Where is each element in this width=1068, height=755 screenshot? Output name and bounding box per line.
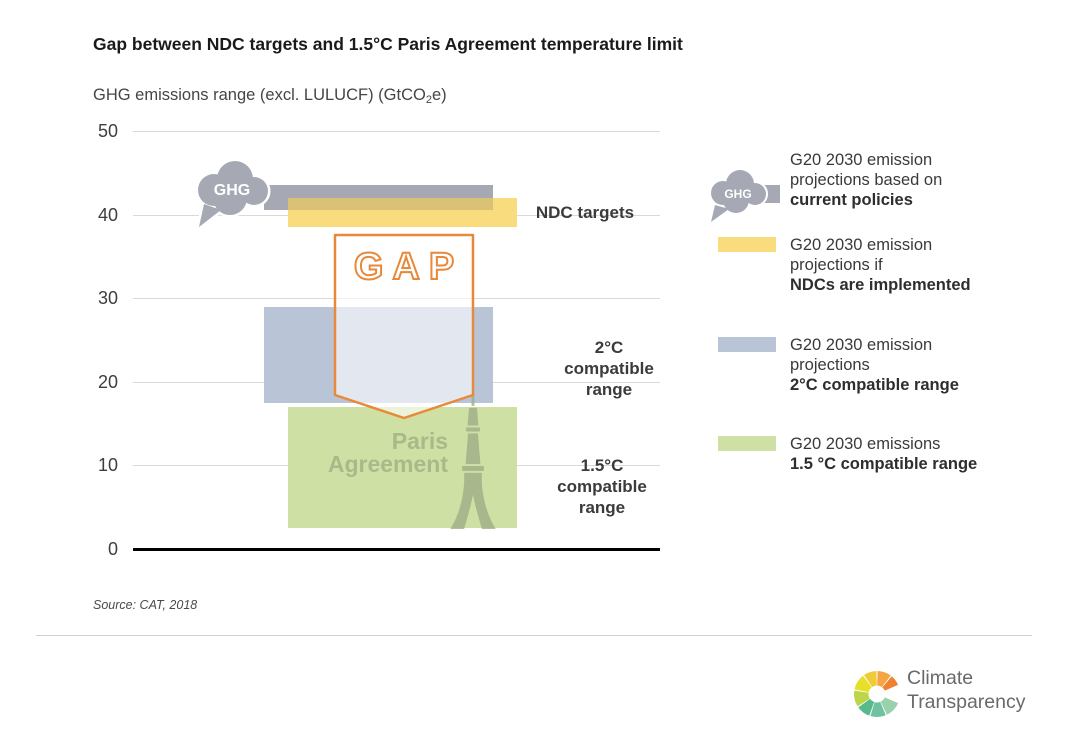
legend-item-current-policies: G20 2030 emission projections based on c…	[790, 150, 1040, 210]
label-ndc-targets: NDC targets	[535, 203, 635, 222]
y-tick-label-30: 30	[97, 288, 118, 309]
legend-line: G20 2030 emissions	[790, 435, 941, 453]
y-tick-label-0: 0	[107, 539, 118, 559]
footer-divider	[36, 635, 1032, 636]
subtitle-pre: GHG emissions range (excl. LULUCF) (GtCO	[93, 86, 426, 104]
y-axis-unit-label: GHG emissions range (excl. LULUCF) (GtCO…	[93, 86, 447, 106]
logo-wheel-segment	[877, 671, 891, 688]
legend-line: G20 2030 emission	[790, 151, 933, 169]
label-15deg-compatible-range: 1.5°C compatible range	[557, 456, 647, 517]
y-tick-label-50: 50	[97, 121, 118, 141]
legend-line: projections based on	[790, 171, 943, 189]
legend-line-bold: 2°C compatible range	[790, 376, 959, 394]
subtitle-post: e)	[431, 86, 447, 104]
paris-agreement-watermark: Paris Agreement	[308, 430, 448, 476]
legend-line: projections if	[790, 256, 883, 274]
logo-wheel-segment	[882, 676, 899, 691]
paris-line1: Paris	[391, 428, 448, 454]
y-tick-label-40: 40	[97, 204, 118, 225]
climate-transparency-logo-icon	[854, 671, 899, 717]
logo-wheel-segment	[858, 698, 875, 716]
logo-wheel-segment	[854, 675, 872, 693]
eiffel-tower-icon	[450, 393, 496, 530]
logo-line2: Transparency	[907, 691, 1026, 713]
ghg-cloud-label: GHG	[214, 182, 250, 199]
chart-plot-area: 50 40 30 20 10 0 GHG GAP	[97, 121, 660, 559]
chart-title: Gap between NDC targets and 1.5°C Paris …	[93, 34, 683, 54]
legend-swatch-ndc	[718, 237, 776, 252]
legend-line-bold: NDCs are implemented	[790, 276, 971, 294]
logo-wheel-segment	[880, 697, 899, 715]
gap-label: GAP	[353, 245, 464, 289]
legend-line-bold: current policies	[790, 191, 913, 209]
ghg-cloud-icon: GHG	[195, 158, 271, 232]
source-note: Source: CAT, 2018	[93, 598, 198, 612]
bar-overlap-policies-ndc	[288, 197, 493, 211]
legend-ghg-cloud-label: GHG	[724, 187, 751, 201]
legend-line: G20 2030 emission	[790, 236, 933, 254]
legend-swatch-2deg	[718, 337, 776, 352]
legend-ghg-cloud-icon: GHG	[708, 168, 780, 226]
gridline-50	[133, 131, 660, 132]
paris-line2: Agreement	[327, 451, 448, 477]
logo-wheel-segment	[863, 671, 877, 687]
y-tick-label-10: 10	[97, 455, 118, 476]
label-2deg-compatible-range: 2°C compatible range	[564, 338, 654, 399]
gap-banner-arrow	[333, 233, 475, 420]
y-tick-label-20: 20	[97, 371, 118, 392]
logo-line1: Climate	[907, 667, 974, 689]
legend-item-2deg: G20 2030 emission projections 2°C compat…	[790, 335, 1040, 395]
x-axis-zero-line	[133, 547, 660, 551]
legend-line: G20 2030 emission	[790, 336, 933, 354]
legend-line: projections	[790, 356, 870, 374]
legend-swatch-15deg	[718, 436, 776, 451]
legend-line-bold: 1.5 °C compatible range	[790, 455, 978, 473]
logo-wheel-segment	[854, 690, 870, 707]
climate-transparency-logo-text: Climate Transparency	[907, 666, 1026, 714]
subtitle-subscript: 2	[425, 94, 432, 106]
logo-wheel-segment	[870, 701, 886, 717]
legend-item-15deg: G20 2030 emissions 1.5 °C compatible ran…	[790, 434, 1040, 474]
legend-item-ndc: G20 2030 emission projections if NDCs ar…	[790, 235, 1040, 295]
